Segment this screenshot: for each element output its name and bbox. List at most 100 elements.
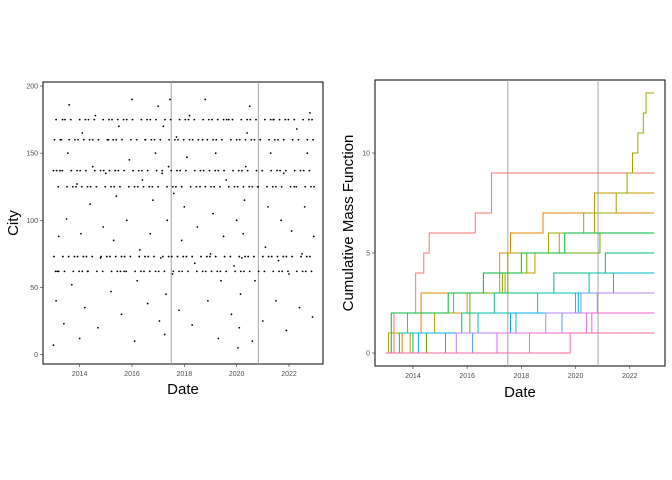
scatter-point	[104, 185, 107, 188]
scatter-point	[125, 219, 128, 222]
scatter-point	[229, 255, 232, 258]
scatter-point	[197, 138, 200, 141]
scatter-point	[186, 156, 188, 159]
scatter-point	[264, 246, 267, 249]
scatter-point	[76, 183, 78, 185]
scatter-point	[268, 138, 270, 141]
scatter-point	[142, 185, 145, 188]
scatter-point	[246, 118, 249, 121]
scatter-point	[232, 169, 234, 172]
scatter-point	[271, 185, 274, 188]
cmf-step-line	[385, 292, 655, 354]
scatter-point	[248, 270, 251, 273]
scatter-point	[116, 118, 119, 121]
cmf-step-line	[385, 292, 655, 354]
scatter-point	[295, 270, 298, 273]
scatter-point	[237, 346, 239, 349]
scatter-point	[313, 185, 316, 188]
scatter-point	[149, 232, 152, 235]
scatter-point	[261, 169, 264, 172]
scatter-point	[73, 255, 76, 258]
scatter-point	[261, 255, 264, 258]
scatter-point	[165, 293, 167, 296]
scatter-point	[188, 114, 191, 117]
scatter-point	[312, 235, 315, 238]
scatter-point	[247, 255, 250, 258]
scatter-point	[163, 270, 166, 273]
cmf-x-tick-label: 2020	[568, 373, 584, 380]
scatter-point	[223, 169, 225, 172]
scatter-point	[108, 118, 110, 121]
scatter-point	[179, 169, 182, 172]
scatter-point	[55, 118, 57, 121]
scatter-point	[251, 185, 254, 188]
scatter-point	[239, 270, 242, 273]
scatter-y-tick-label: 150	[26, 151, 38, 158]
scatter-point	[93, 118, 96, 121]
scatter-point	[199, 185, 201, 188]
scatter-point	[293, 185, 296, 188]
scatter-point	[218, 185, 221, 188]
scatter-point	[178, 270, 180, 273]
scatter-point	[76, 255, 79, 258]
scatter-point	[91, 165, 94, 168]
scatter-point	[136, 185, 139, 188]
scatter-point	[144, 138, 147, 141]
cmf-x-axis-title: Date	[504, 384, 536, 401]
scatter-point	[222, 235, 225, 238]
scatter-point	[131, 98, 133, 101]
scatter-point	[177, 138, 179, 141]
scatter-point	[102, 118, 105, 121]
scatter-point	[311, 316, 314, 318]
scatter-point	[95, 185, 98, 188]
scatter-point	[276, 169, 278, 172]
scatter-point	[157, 105, 160, 108]
scatter-point	[274, 299, 277, 302]
scatter-point	[227, 185, 230, 188]
scatter-point	[141, 179, 144, 181]
scatter-point	[132, 169, 134, 172]
scatter-point	[204, 270, 207, 273]
cmf-step-line	[385, 252, 655, 354]
scatter-point	[180, 239, 183, 242]
scatter-point	[131, 118, 134, 121]
scatter-point	[61, 255, 64, 258]
scatter-point	[64, 118, 66, 121]
scatter-point	[270, 255, 273, 258]
scatter-point	[191, 138, 194, 141]
scatter-point	[80, 185, 83, 188]
scatter-point	[236, 185, 239, 188]
scatter-point	[161, 172, 163, 175]
scatter-point	[61, 169, 64, 172]
scatter-point	[83, 306, 86, 309]
scatter-point	[255, 118, 257, 121]
scatter-point	[115, 138, 118, 141]
scatter-point	[193, 118, 196, 121]
scatter-point	[53, 255, 55, 258]
scatter-point	[267, 255, 270, 258]
scatter-point	[227, 118, 230, 121]
scatter-point	[244, 255, 246, 258]
scatter-point	[272, 270, 275, 273]
scatter-point	[135, 138, 138, 141]
scatter-point	[80, 232, 82, 235]
scatter-point	[289, 185, 292, 188]
scatter-point	[213, 185, 216, 188]
scatter-point	[149, 118, 152, 121]
scatter-point	[125, 270, 128, 273]
scatter-point	[167, 165, 170, 168]
scatter-point	[89, 185, 92, 188]
scatter-point	[100, 255, 102, 258]
scatter-point	[210, 270, 213, 273]
scatter-point	[284, 118, 287, 121]
scatter-point	[193, 169, 196, 172]
scatter-point	[175, 185, 177, 188]
scatter-point	[293, 118, 296, 121]
scatter-point	[138, 248, 141, 251]
scatter-point	[146, 118, 149, 121]
scatter-y-tick-label: 200	[26, 84, 38, 91]
scatter-point	[200, 255, 202, 258]
scatter-point	[269, 152, 272, 155]
scatter-point	[302, 118, 305, 121]
scatter-point	[116, 270, 119, 273]
